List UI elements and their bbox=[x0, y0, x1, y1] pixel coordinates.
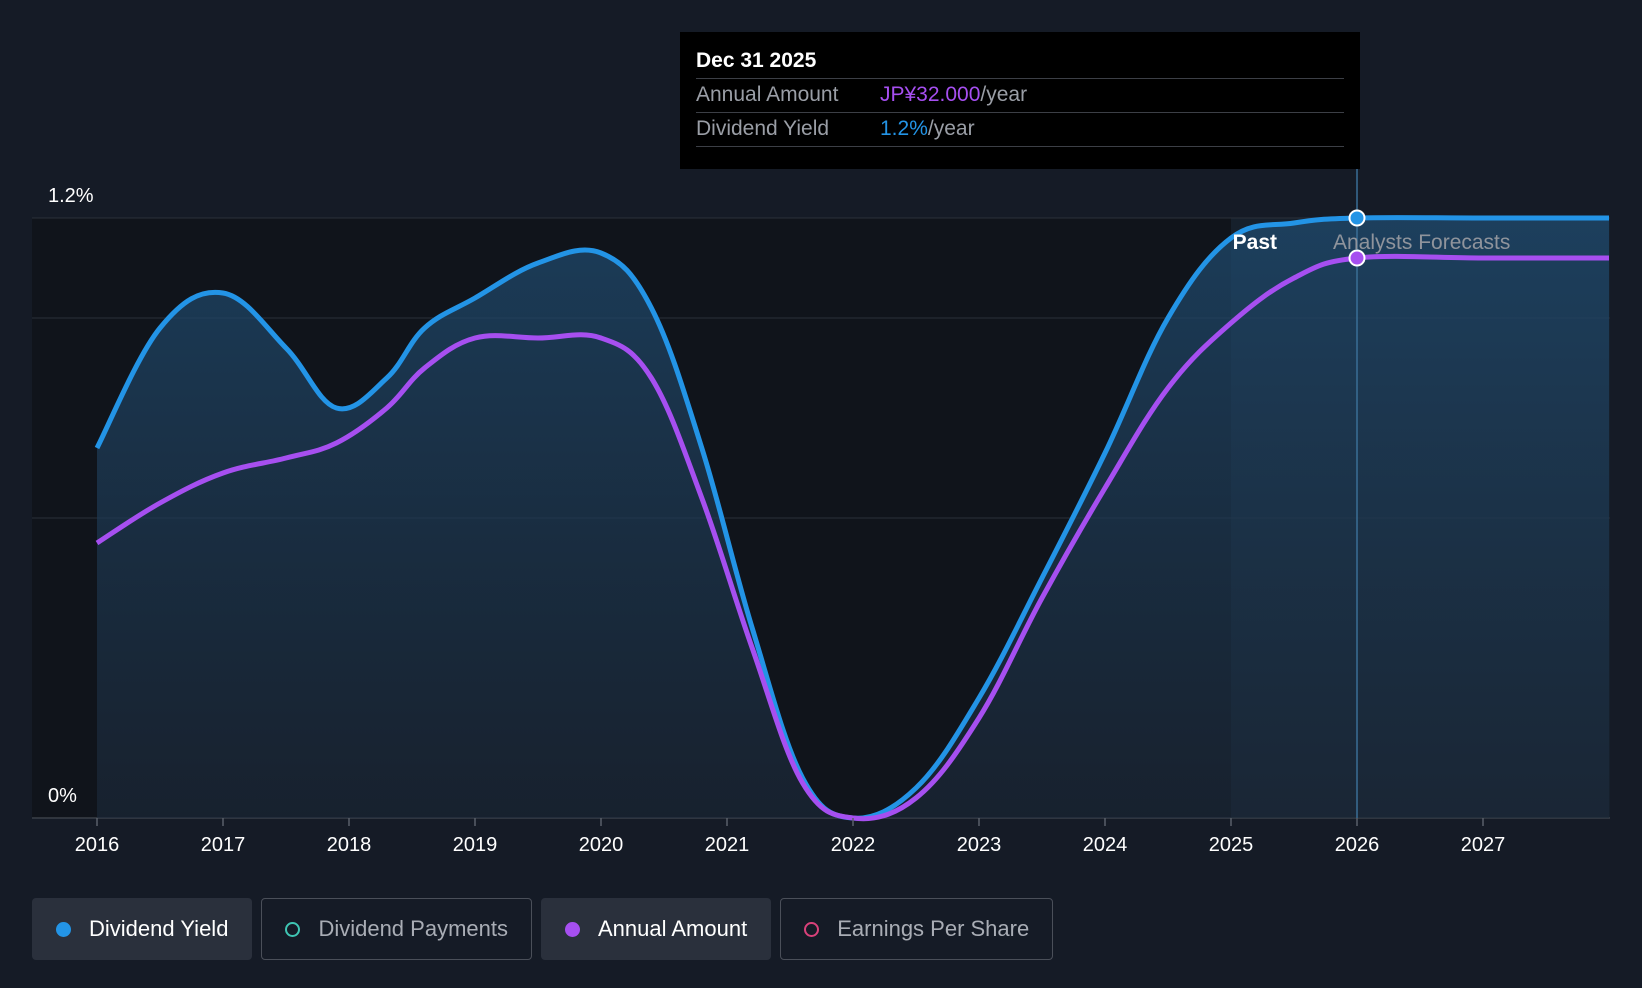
tooltip-row-dividend-yield: Dividend Yield 1.2%/year bbox=[696, 113, 1344, 147]
x-tick-label: 2020 bbox=[579, 834, 624, 856]
y-axis-labels: 1.2% 0% bbox=[48, 185, 94, 807]
dot-icon bbox=[564, 921, 580, 937]
tooltip-label: Dividend Yield bbox=[696, 117, 830, 140]
legend: Dividend Yield Dividend Payments Annual … bbox=[32, 898, 1054, 960]
ring-icon bbox=[804, 921, 820, 937]
ring-icon bbox=[285, 921, 301, 937]
x-tick-label: 2016 bbox=[75, 834, 120, 856]
legend-dividend-payments[interactable]: Dividend Payments bbox=[261, 898, 532, 960]
y-tick-label: 0% bbox=[48, 785, 77, 807]
x-tick-label: 2019 bbox=[453, 834, 498, 856]
tooltip-row-annual-amount: Annual Amount JP¥32.000/year bbox=[696, 79, 1344, 113]
legend-annual-amount[interactable]: Annual Amount bbox=[540, 898, 772, 960]
tooltip-unit: /year bbox=[927, 117, 975, 140]
dot-icon bbox=[56, 921, 71, 937]
legend-dividend-yield[interactable]: Dividend Yield bbox=[32, 898, 253, 960]
x-tick-label: 2024 bbox=[1083, 834, 1128, 856]
tooltip-date: Dec 31 2025 bbox=[696, 46, 1344, 79]
tooltip-unit: /year bbox=[980, 83, 1028, 106]
legend-label: Annual Amount bbox=[597, 916, 748, 941]
x-tick-label: 2025 bbox=[1209, 834, 1254, 856]
tooltip-label: Annual Amount bbox=[696, 83, 839, 106]
x-tick-label: 2017 bbox=[201, 834, 246, 856]
dividend-yield-point[interactable] bbox=[1348, 209, 1366, 227]
annual-amount-line bbox=[95, 253, 1609, 822]
dividend-yield-line bbox=[94, 215, 1609, 821]
legend-earnings-per-share[interactable]: Earnings Per Share bbox=[780, 898, 1054, 960]
x-tick-label: 2027 bbox=[1461, 834, 1506, 856]
x-tick-label: 2021 bbox=[705, 834, 750, 856]
x-axis-ticks: 2016 2017 2018 2019 2020 2021 2022 2023 2024 2025… bbox=[75, 818, 1506, 856]
tooltip-value: 1.2% bbox=[880, 117, 928, 140]
x-tick-label: 2023 bbox=[957, 834, 1002, 856]
tooltip-value: JP¥32.000 bbox=[880, 83, 981, 106]
dividend-yield-area bbox=[97, 217, 1609, 819]
x-tick-label: 2018 bbox=[327, 834, 372, 856]
annual-amount-point[interactable] bbox=[1348, 249, 1366, 267]
forecast-label: Analysts Forecasts bbox=[1333, 231, 1510, 254]
past-label: Past bbox=[1233, 231, 1277, 254]
legend-label: Earnings Per Share bbox=[837, 916, 1030, 941]
x-tick-label: 2026 bbox=[1335, 834, 1380, 856]
legend-label: Dividend Payments bbox=[318, 916, 508, 941]
y-tick-label: 1.2% bbox=[48, 185, 94, 207]
tooltip: Dec 31 2025 Annual Amount JP¥32.000/year… bbox=[680, 32, 1360, 169]
x-tick-label: 2022 bbox=[831, 834, 876, 856]
legend-label: Dividend Yield bbox=[89, 916, 229, 941]
